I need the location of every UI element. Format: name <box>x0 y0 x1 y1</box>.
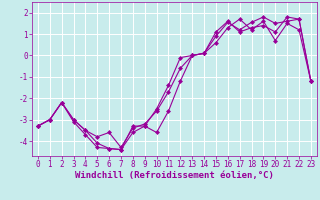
X-axis label: Windchill (Refroidissement éolien,°C): Windchill (Refroidissement éolien,°C) <box>75 171 274 180</box>
